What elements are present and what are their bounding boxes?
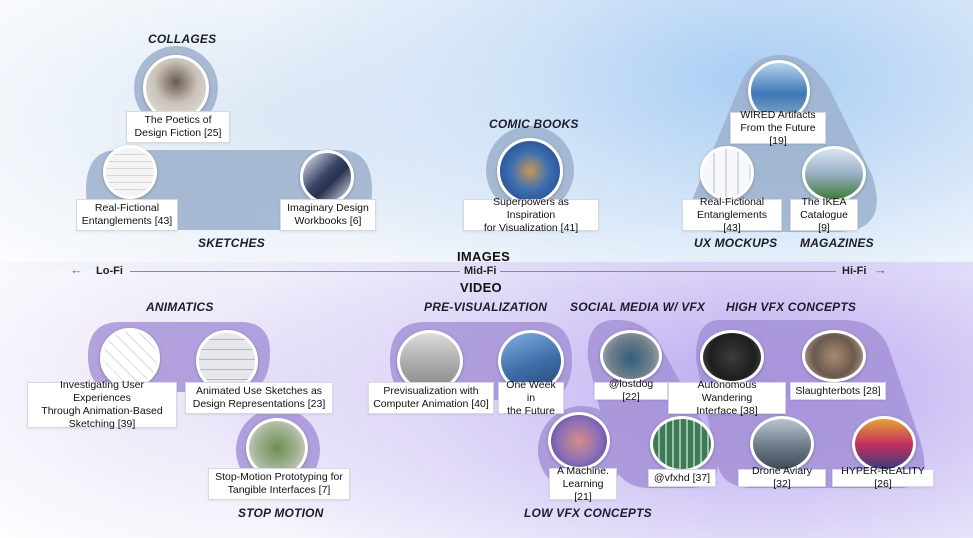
card-animated-use: Animated Use Sketches as Design Represen… bbox=[185, 382, 333, 414]
ux-thumbnail bbox=[700, 146, 754, 200]
vfxhd-thumbnail bbox=[650, 416, 714, 472]
drone-thumbnail bbox=[750, 416, 814, 472]
hyper-reality-thumbnail bbox=[852, 416, 916, 472]
section-images: IMAGES bbox=[457, 249, 511, 264]
category-stop-motion: STOP MOTION bbox=[238, 506, 324, 520]
comic-thumbnail bbox=[497, 138, 563, 204]
card-previsualization: Previsualization with Computer Animation… bbox=[368, 382, 494, 414]
autonomous-thumbnail bbox=[700, 330, 764, 384]
card-real-fictional-1: Real-Fictional Entanglements [43] bbox=[76, 199, 178, 231]
category-animatics: ANIMATICS bbox=[146, 300, 214, 314]
slaughterbots-thumbnail bbox=[802, 330, 866, 382]
left-arrow-icon: ← bbox=[70, 262, 83, 277]
sketch-thumbnail-2 bbox=[300, 150, 354, 204]
card-stop-motion: Stop-Motion Prototyping for Tangible Int… bbox=[208, 468, 350, 500]
card-poetics: The Poetics of Design Fiction [25] bbox=[126, 111, 230, 143]
axis-line-right bbox=[500, 271, 836, 272]
axis-line-left bbox=[130, 271, 460, 272]
card-ikea: The IKEA Catalogue [9] bbox=[790, 196, 858, 234]
category-social-media: SOCIAL MEDIA W/ VFX bbox=[570, 300, 706, 314]
axis-mid-fi: Mid-Fi bbox=[464, 265, 497, 277]
card-investigating: Investigating User Experiences Through A… bbox=[27, 379, 177, 430]
card-imaginary: Imaginary Design Workbooks [6] bbox=[280, 199, 376, 231]
card-vfxhd: @vfxhd [37] bbox=[648, 469, 716, 487]
section-video: VIDEO bbox=[460, 280, 502, 295]
category-ux-mockups: UX MOCKUPS bbox=[694, 236, 778, 250]
card-slaughterbots: Slaughterbots [28] bbox=[790, 382, 886, 400]
previs-thumbnail-1 bbox=[397, 330, 463, 392]
category-low-vfx: LOW VFX CONCEPTS bbox=[524, 506, 652, 520]
card-hyper-reality: HYPER-REALITY [26] bbox=[832, 465, 934, 490]
low-vfx-thumbnail bbox=[548, 412, 610, 470]
card-lostdog: @lostdog [22] bbox=[594, 378, 668, 403]
sketch-thumbnail-1 bbox=[103, 145, 157, 199]
category-sketches: SKETCHES bbox=[198, 236, 265, 250]
ikea-thumbnail bbox=[802, 146, 866, 202]
card-real-fictional-2: Real-Fictional Entanglements [43] bbox=[682, 196, 782, 234]
axis-lo-fi: Lo-Fi bbox=[96, 265, 123, 277]
card-drone: Drone Aviary [32] bbox=[738, 465, 826, 490]
card-autonomous: Autonomous Wandering Interface [38] bbox=[668, 379, 786, 417]
category-pre-visualization: PRE-VISUALIZATION bbox=[424, 300, 548, 314]
category-high-vfx: HIGH VFX CONCEPTS bbox=[726, 300, 857, 314]
category-collages: COLLAGES bbox=[148, 32, 217, 46]
category-comic-books: COMIC BOOKS bbox=[489, 117, 579, 131]
card-machine-learning: A Machine. Learning [21] bbox=[549, 465, 617, 503]
right-arrow-icon: → bbox=[874, 262, 887, 277]
lostdog-thumbnail bbox=[600, 330, 662, 382]
card-one-week: One Week in the Future bbox=[498, 379, 564, 417]
axis-hi-fi: Hi-Fi bbox=[842, 265, 867, 277]
card-superpowers: Superpowers as Inspiration for Visualiza… bbox=[463, 196, 599, 234]
card-wired: WIRED Artifacts From the Future [19] bbox=[730, 109, 826, 147]
category-magazines: MAGAZINES bbox=[800, 236, 874, 250]
